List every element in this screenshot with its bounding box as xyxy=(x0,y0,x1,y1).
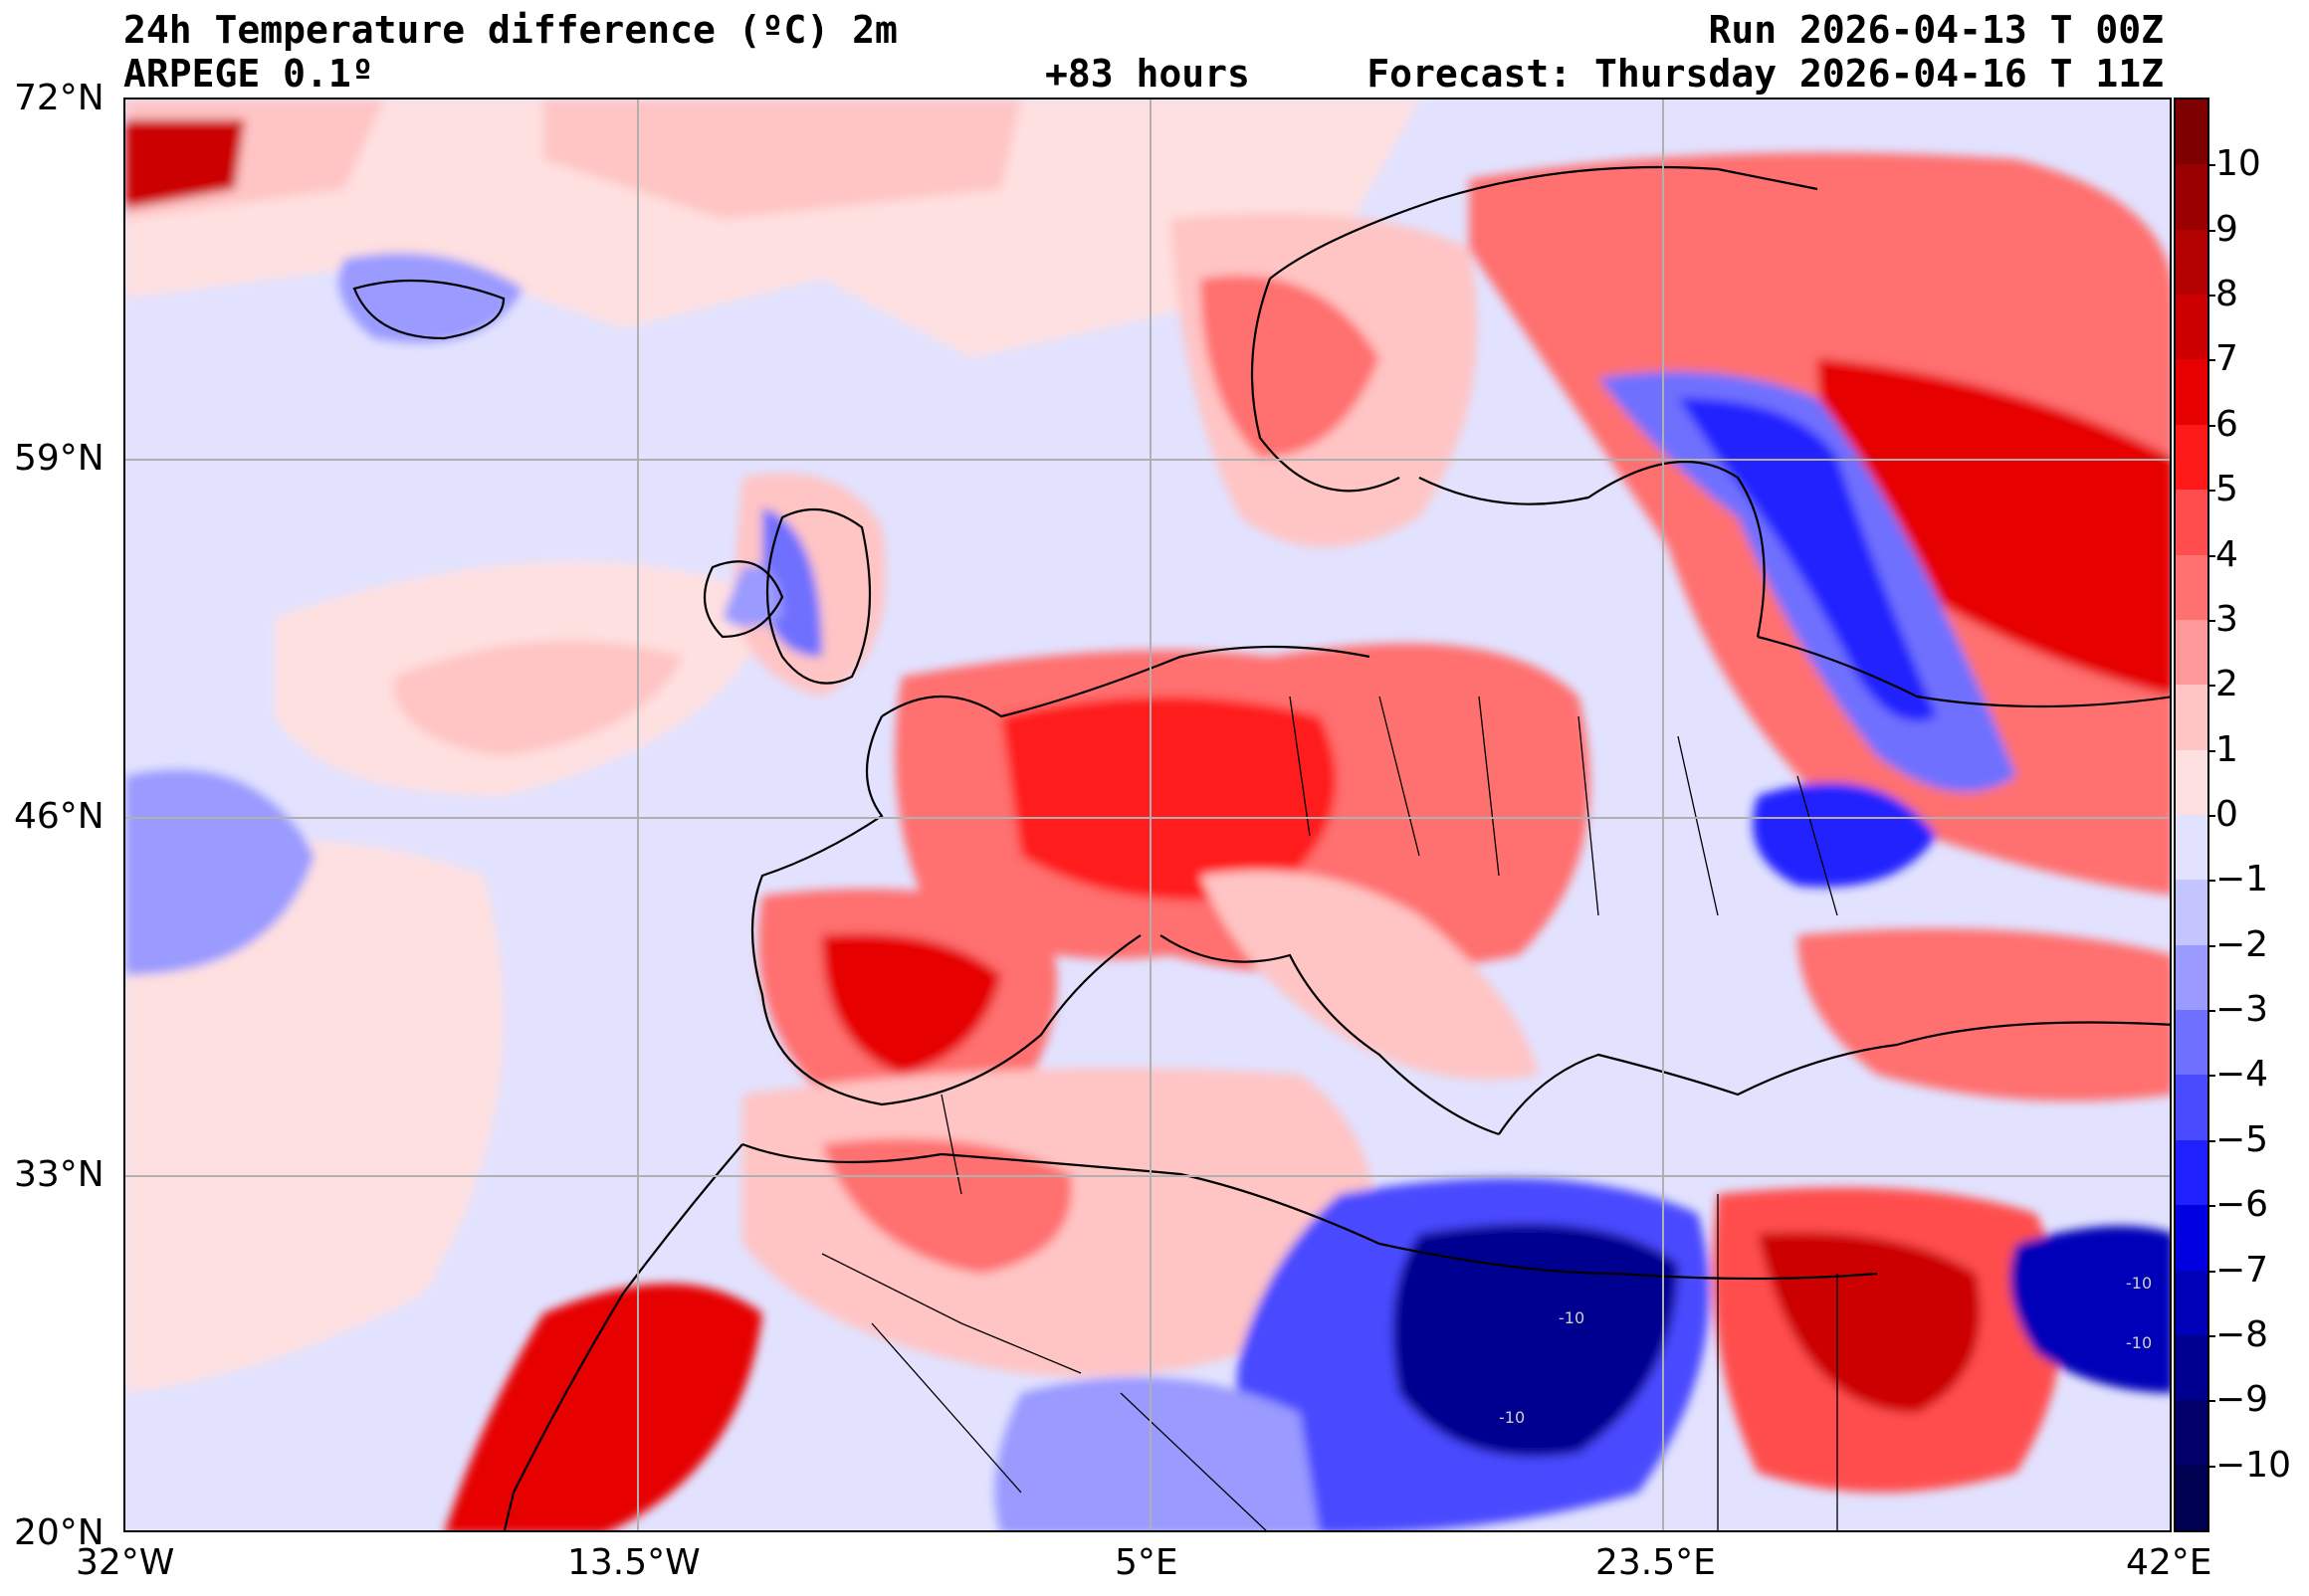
lat-tick-20: 20°N xyxy=(14,1512,105,1553)
coastlines xyxy=(352,165,2170,1530)
colorbar-tick xyxy=(2209,1400,2215,1403)
colorbar-tick-label: −5 xyxy=(2215,1118,2269,1160)
colorbar-band xyxy=(2176,1139,2207,1206)
contour-label: -10 xyxy=(2126,1274,2152,1293)
colorbar-tick xyxy=(2209,1465,2215,1468)
colorbar-tick-label: 3 xyxy=(2215,598,2238,640)
colorbar-tick xyxy=(2209,685,2215,688)
colorbar-band xyxy=(2176,164,2207,231)
colorbar-band xyxy=(2176,359,2207,426)
lead-time: +83 hours xyxy=(1045,52,1250,96)
contour-label: -10 xyxy=(1499,1408,1525,1427)
contour-label: -10 xyxy=(2126,1333,2152,1352)
colorbar-tick xyxy=(2209,1010,2215,1013)
colorbar-tick-label: 4 xyxy=(2215,533,2238,575)
colorbar-tick-label: 1 xyxy=(2215,728,2238,770)
colorbar-band xyxy=(2176,424,2207,491)
graticule xyxy=(125,100,2170,1530)
colorbar-tick-label: 0 xyxy=(2215,794,2238,835)
colorbar-tick-label: 8 xyxy=(2215,274,2238,315)
run-time: Run 2026-04-13 T 00Z xyxy=(1708,8,2164,52)
colorbar-tick-label: 2 xyxy=(2215,664,2238,705)
colorbar-band xyxy=(2176,1334,2207,1401)
lon-tick-13-5w: 13.5°W xyxy=(567,1542,701,1583)
lat-tick-46: 46°N xyxy=(14,796,105,837)
lon-tick-5e: 5°E xyxy=(1115,1542,1178,1583)
country-borders xyxy=(821,696,1838,1530)
lat-tick-72: 72°N xyxy=(14,78,105,118)
map-canvas: -10 -10 -10 -10 xyxy=(125,100,2170,1530)
colorbar xyxy=(2174,98,2209,1532)
colorbar-tick-label: 7 xyxy=(2215,338,2238,380)
anomaly-field xyxy=(125,100,2170,1530)
colorbar-tick-label: −10 xyxy=(2215,1444,2291,1486)
colorbar-band xyxy=(2176,685,2207,751)
colorbar-tick-label: −6 xyxy=(2215,1184,2269,1226)
colorbar-tick xyxy=(2209,229,2215,232)
colorbar-tick xyxy=(2209,1205,2215,1208)
colorbar-tick xyxy=(2209,880,2215,883)
colorbar-band xyxy=(2176,944,2207,1011)
colorbar-tick-label: −3 xyxy=(2215,989,2269,1031)
colorbar-tick xyxy=(2209,164,2215,167)
colorbar-tick xyxy=(2209,944,2215,947)
colorbar-band xyxy=(2176,490,2207,556)
colorbar-tick-label: 6 xyxy=(2215,403,2238,445)
lon-tick-42e: 42°E xyxy=(2126,1542,2212,1583)
colorbar-tick xyxy=(2209,749,2215,752)
colorbar-tick xyxy=(2209,490,2215,493)
map-title: 24h Temperature difference (ºC) 2m xyxy=(123,8,898,52)
colorbar-tick xyxy=(2209,1075,2215,1078)
colorbar-tick xyxy=(2209,1139,2215,1142)
colorbar-tick xyxy=(2209,554,2215,557)
colorbar-band xyxy=(2176,1465,2207,1531)
colorbar-tick xyxy=(2209,619,2215,622)
colorbar-tick xyxy=(2209,359,2215,362)
colorbar-tick-label: 10 xyxy=(2215,143,2261,185)
lon-tick-32w: 32°W xyxy=(76,1542,175,1583)
colorbar-band xyxy=(2176,100,2207,165)
lat-tick-33: 33°N xyxy=(14,1154,105,1195)
forecast-time: Forecast: Thursday 2026-04-16 T 11Z xyxy=(1366,52,2164,96)
model-name: ARPEGE 0.1º xyxy=(123,52,374,96)
colorbar-tick xyxy=(2209,1334,2215,1337)
colorbar-tick xyxy=(2209,295,2215,298)
colorbar-band xyxy=(2176,295,2207,360)
colorbar-tick-label: −2 xyxy=(2215,923,2269,965)
colorbar-tick-label: −7 xyxy=(2215,1249,2269,1291)
colorbar-tick-label: −8 xyxy=(2215,1313,2269,1355)
colorbar-band xyxy=(2176,880,2207,946)
colorbar-tick-label: 9 xyxy=(2215,208,2238,250)
colorbar-tick-label: −1 xyxy=(2215,859,2269,900)
contour-label: -10 xyxy=(1559,1308,1584,1327)
colorbar-band xyxy=(2176,229,2207,296)
colorbar-tick-label: −9 xyxy=(2215,1379,2269,1421)
colorbar-band xyxy=(2176,749,2207,816)
colorbar-band xyxy=(2176,1010,2207,1076)
colorbar-tick xyxy=(2209,815,2215,817)
colorbar-tick xyxy=(2209,424,2215,427)
lon-tick-23-5e: 23.5°E xyxy=(1595,1542,1716,1583)
colorbar-band xyxy=(2176,1400,2207,1467)
temperature-map: -10 -10 -10 -10 xyxy=(123,98,2172,1532)
colorbar-band xyxy=(2176,554,2207,621)
colorbar-tick-label: 5 xyxy=(2215,469,2238,510)
colorbar-tick-label: −4 xyxy=(2215,1054,2269,1096)
colorbar-band xyxy=(2176,1075,2207,1141)
colorbar-band xyxy=(2176,619,2207,686)
lat-tick-59: 59°N xyxy=(14,438,105,479)
colorbar-band xyxy=(2176,1205,2207,1272)
colorbar-band xyxy=(2176,1270,2207,1336)
colorbar-tick xyxy=(2209,1270,2215,1273)
colorbar-band xyxy=(2176,815,2207,881)
